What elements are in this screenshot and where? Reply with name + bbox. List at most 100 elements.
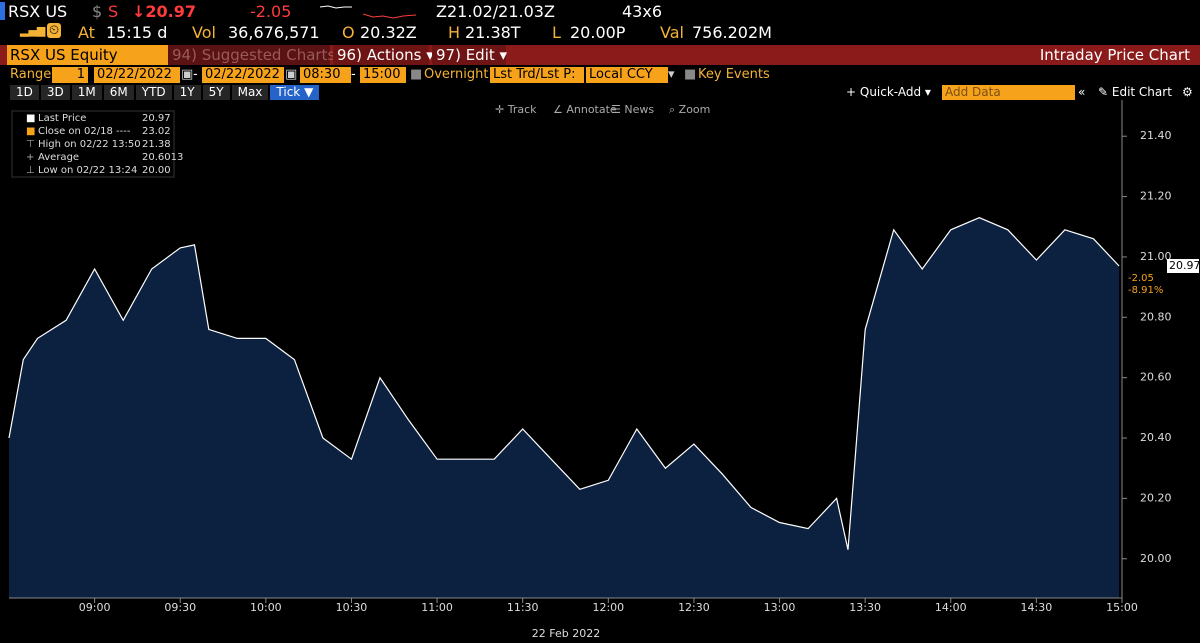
period-button[interactable]: Tick ▼ bbox=[270, 85, 320, 100]
currency: $ bbox=[92, 2, 103, 21]
legend-box bbox=[11, 110, 175, 178]
x-axis-label: 22 Feb 2022 bbox=[532, 627, 600, 640]
price-type[interactable]: Lst Trd/Lst P: bbox=[490, 67, 584, 83]
chart-tool[interactable]: ⌕ Zoom bbox=[669, 103, 710, 116]
edit-menu[interactable]: 97) Edit ▾ bbox=[432, 45, 507, 65]
currency-select[interactable]: Local CCY bbox=[586, 67, 668, 83]
legend-icon: ⊥ bbox=[26, 165, 35, 176]
low: 20.00P bbox=[570, 23, 626, 42]
start-time[interactable]: 08:30 bbox=[300, 67, 351, 83]
x-tick-label: 11:00 bbox=[421, 601, 453, 614]
legend-label: Close on 02/18 ---- bbox=[38, 126, 131, 137]
sparklines bbox=[319, 5, 417, 19]
last-price-label: 20.97 bbox=[1169, 259, 1200, 272]
period-button[interactable]: 1M bbox=[71, 85, 102, 100]
y-tick-label: 20.00 bbox=[1140, 552, 1172, 565]
actions-menu[interactable]: 96) Actions ▾ bbox=[333, 45, 434, 65]
settings[interactable]: ⚙ bbox=[1182, 85, 1193, 99]
period-button[interactable]: Max bbox=[231, 85, 269, 100]
legend-label: High on 02/22 13:50 bbox=[38, 139, 141, 150]
high-label: H bbox=[448, 23, 461, 42]
x-tick-label: 09:30 bbox=[164, 601, 196, 614]
vol-label: Vol bbox=[192, 23, 216, 42]
legend-value: 23.02 bbox=[142, 126, 171, 137]
legend-label: Average bbox=[38, 152, 79, 163]
chart-tool[interactable]: ∠ Annotate bbox=[553, 103, 617, 116]
x-tick-label: 14:00 bbox=[935, 601, 967, 614]
legend-icon: ■ bbox=[26, 126, 35, 137]
legend-icon: + bbox=[26, 152, 34, 163]
y-tick-label: 21.40 bbox=[1140, 129, 1172, 142]
end-date[interactable]: 02/22/2022 bbox=[202, 67, 284, 83]
x-tick-label: 15:00 bbox=[1106, 601, 1138, 614]
x-tick-label: 10:30 bbox=[336, 601, 368, 614]
y-tick-label: 20.40 bbox=[1140, 431, 1172, 444]
legend-icon: ■ bbox=[26, 113, 35, 124]
net-change: -2.05 bbox=[250, 2, 292, 21]
legend-value: 21.38 bbox=[142, 139, 171, 150]
y-tick-label: 21.20 bbox=[1140, 190, 1172, 203]
legend-value: 20.6013 bbox=[142, 152, 183, 163]
flag: S bbox=[108, 2, 119, 21]
legend-value: 20.00 bbox=[142, 165, 171, 176]
dash: - bbox=[351, 67, 356, 82]
period-button[interactable]: 3D bbox=[40, 85, 70, 100]
key-events[interactable]: Key Events bbox=[698, 67, 770, 82]
legend-value: 20.97 bbox=[142, 113, 171, 124]
start-date[interactable]: 02/22/2022 bbox=[94, 67, 180, 83]
last-price-box bbox=[1167, 259, 1199, 273]
bid-ask-size: 43x6 bbox=[622, 2, 663, 21]
y-tick-label: 20.20 bbox=[1140, 491, 1172, 504]
price-line bbox=[8, 217, 1120, 550]
suggested-charts[interactable]: 94) Suggested Charts bbox=[168, 45, 335, 65]
chart-tool[interactable]: ✛ Track bbox=[495, 103, 537, 116]
x-tick-label: 12:30 bbox=[678, 601, 710, 614]
ticker-bar bbox=[0, 2, 5, 20]
bid-ask: Z21.02/21.03Z bbox=[436, 2, 555, 21]
period-button[interactable]: 1D bbox=[10, 85, 39, 100]
page-title: Intraday Price Chart bbox=[1039, 46, 1190, 64]
range-value[interactable]: 1 bbox=[52, 67, 88, 83]
x-tick-label: 13:30 bbox=[849, 601, 881, 614]
edit-chart[interactable]: ✎ Edit Chart bbox=[1098, 85, 1172, 99]
at-label: At bbox=[78, 23, 95, 42]
overnight[interactable]: Overnight bbox=[424, 67, 489, 82]
security-field[interactable]: RSX US Equity bbox=[7, 45, 169, 65]
x-tick-label: 10:00 bbox=[250, 601, 282, 614]
add-data[interactable]: Add Data bbox=[942, 85, 1075, 100]
chart-tool[interactable]: ☰ News bbox=[611, 103, 654, 116]
dash: - bbox=[193, 67, 198, 82]
volume: 36,676,571 bbox=[228, 23, 320, 42]
period-button[interactable]: 6M bbox=[103, 85, 134, 100]
change-label: -2.05 bbox=[1128, 273, 1154, 284]
val-label: Val bbox=[660, 23, 684, 42]
open: 20.32Z bbox=[360, 23, 417, 42]
period-buttons: 1D 3D 1M 6M YTD 1Y 5Y Max Tick ▼ bbox=[10, 85, 321, 100]
legend-label: Low on 02/22 13:24 bbox=[38, 165, 137, 176]
x-tick-label: 13:00 bbox=[764, 601, 796, 614]
high: 21.38T bbox=[465, 23, 521, 42]
open-label: O bbox=[342, 23, 355, 42]
end-time[interactable]: 15:00 bbox=[360, 67, 406, 83]
period-button[interactable]: 1Y bbox=[173, 85, 201, 100]
change-pct-label: -8.91% bbox=[1128, 285, 1163, 296]
range-label: Range bbox=[10, 67, 52, 82]
legend-label: Last Price bbox=[38, 113, 86, 124]
last-price: ↓20.97 bbox=[132, 2, 197, 21]
low-label: L bbox=[552, 23, 561, 42]
signal-icon: ▂▄▆ bbox=[20, 24, 46, 37]
x-tick-label: 12:00 bbox=[592, 601, 624, 614]
ticker: RSX US bbox=[8, 2, 68, 21]
y-tick-label: 21.00 bbox=[1140, 250, 1172, 263]
time: 15:15 d bbox=[106, 23, 168, 42]
period-button[interactable]: 5Y bbox=[202, 85, 230, 100]
x-tick-label: 14:30 bbox=[1021, 601, 1053, 614]
period-button[interactable]: YTD bbox=[135, 85, 172, 100]
y-tick-label: 20.80 bbox=[1140, 310, 1172, 323]
x-tick-label: 11:30 bbox=[507, 601, 539, 614]
x-tick-label: 09:00 bbox=[79, 601, 111, 614]
quick-add[interactable]: + Quick-Add ▾ bbox=[846, 85, 931, 99]
collapse[interactable]: « bbox=[1078, 85, 1086, 99]
